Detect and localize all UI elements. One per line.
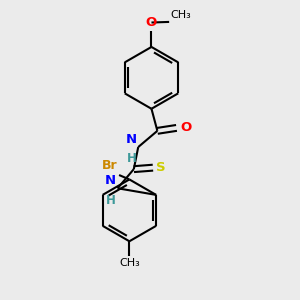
Text: CH₃: CH₃ — [119, 258, 140, 268]
Text: S: S — [157, 161, 166, 174]
Text: N: N — [126, 133, 137, 146]
Text: H: H — [106, 194, 116, 207]
Text: O: O — [180, 122, 191, 134]
Text: O: O — [146, 16, 157, 29]
Text: N: N — [105, 174, 116, 187]
Text: H: H — [127, 152, 137, 165]
Text: CH₃: CH₃ — [171, 11, 191, 20]
Text: Br: Br — [102, 159, 118, 172]
